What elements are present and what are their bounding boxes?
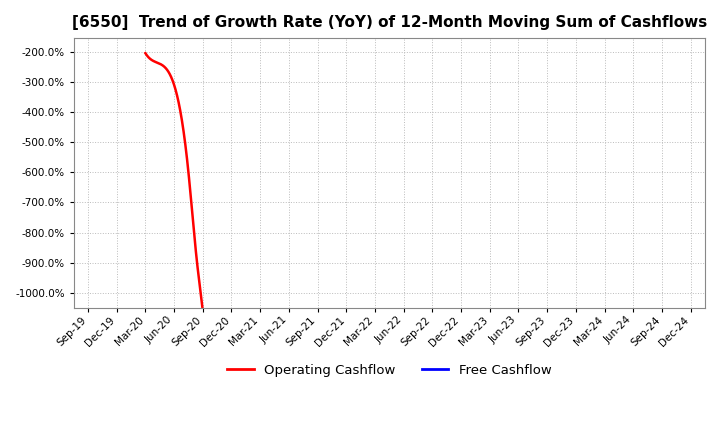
Title: [6550]  Trend of Growth Rate (YoY) of 12-Month Moving Sum of Cashflows: [6550] Trend of Growth Rate (YoY) of 12-… (72, 15, 707, 30)
Legend: Operating Cashflow, Free Cashflow: Operating Cashflow, Free Cashflow (222, 359, 557, 382)
